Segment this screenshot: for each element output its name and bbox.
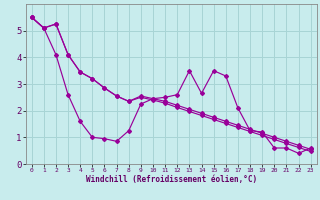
X-axis label: Windchill (Refroidissement éolien,°C): Windchill (Refroidissement éolien,°C) <box>86 175 257 184</box>
